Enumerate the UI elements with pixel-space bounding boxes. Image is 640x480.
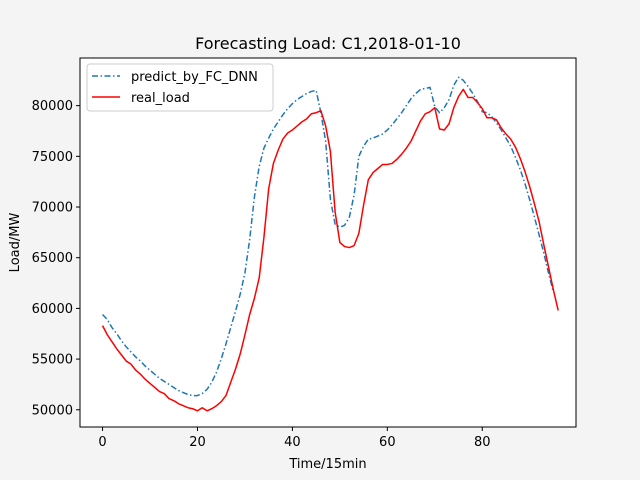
series-lines — [101, 76, 559, 412]
legend-label-predict: predict_by_FC_DNN — [131, 70, 258, 85]
x-tick-label: 20 — [189, 435, 206, 450]
y-axis-ticks: 50000 55000 60000 65000 70000 75000 80000 — [32, 99, 80, 418]
y-tick-label: 55000 — [32, 353, 73, 368]
y-tick-label: 60000 — [32, 302, 73, 317]
legend-box — [86, 63, 274, 112]
chart-title: Forecasting Load: C1,2018-01-10 — [195, 34, 461, 53]
y-tick-label: 70000 — [32, 201, 73, 216]
y-tick-label: 80000 — [32, 99, 73, 114]
x-axis-label: Time/15min — [288, 457, 366, 472]
x-tick-label: 0 — [98, 435, 106, 450]
plot-frame — [79, 57, 577, 428]
legend-label-real: real_load — [131, 91, 190, 106]
y-tick-label: 50000 — [32, 403, 73, 418]
x-axis-ticks: 0 20 40 60 80 — [98, 427, 491, 450]
y-tick-label: 65000 — [32, 251, 73, 266]
y-axis-label: Load/MW — [8, 213, 23, 273]
x-tick-label: 80 — [474, 435, 491, 450]
legend: predict_by_FC_DNN real_load — [86, 63, 274, 112]
y-tick-label: 75000 — [32, 150, 73, 165]
x-tick-label: 60 — [379, 435, 396, 450]
series-line-real — [101, 88, 559, 412]
plot-area — [80, 58, 576, 427]
x-tick-label: 40 — [284, 435, 301, 450]
